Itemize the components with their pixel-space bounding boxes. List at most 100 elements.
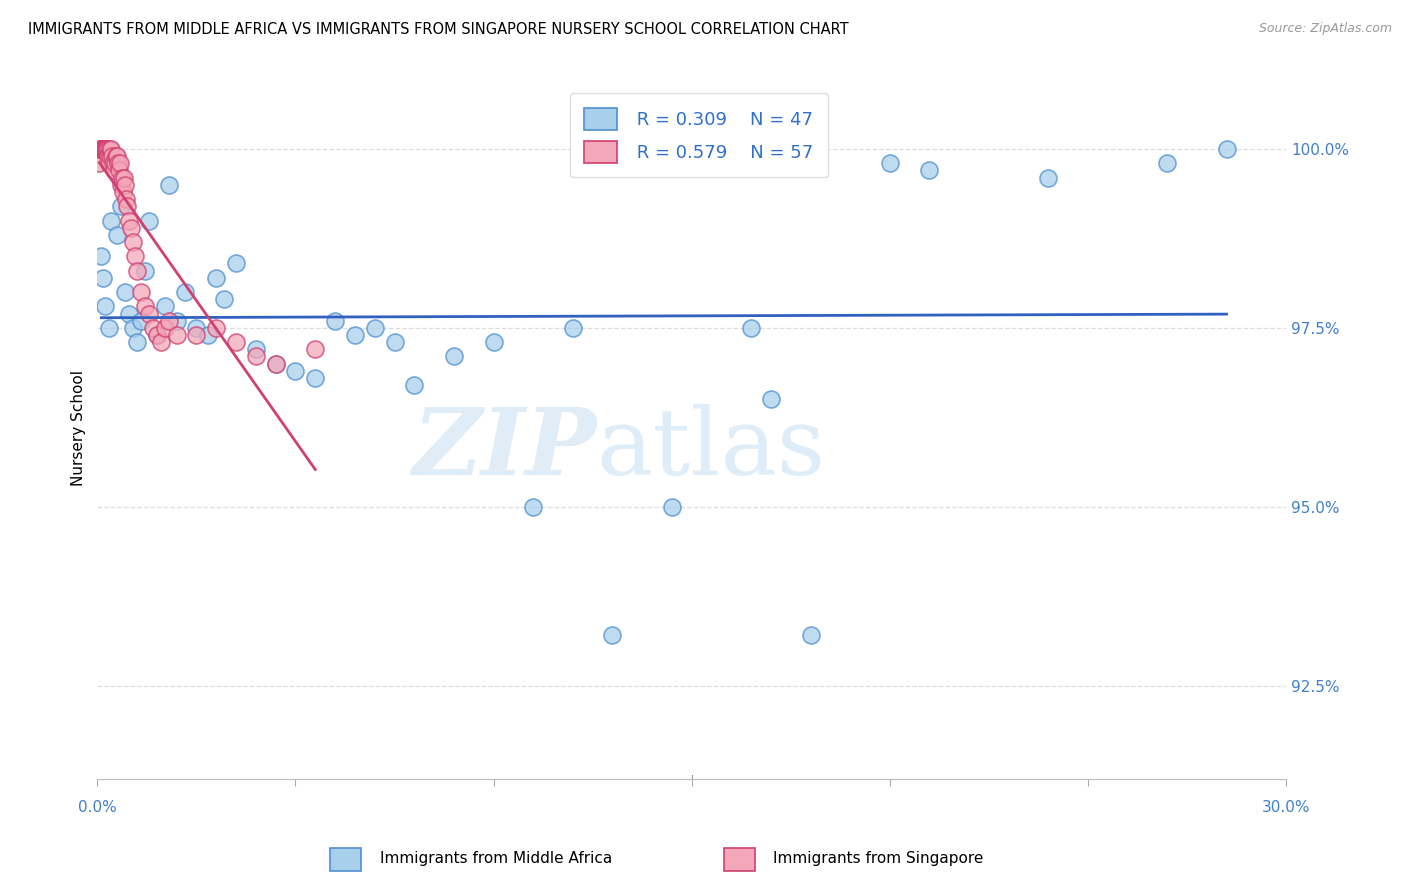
Point — [103, 156, 125, 170]
Point — [384, 335, 406, 350]
Point — [134, 263, 156, 277]
Point — [153, 321, 176, 335]
Point — [90, 249, 112, 263]
Point — [114, 285, 136, 299]
Point — [740, 321, 762, 335]
Point — [112, 185, 135, 199]
Point — [105, 227, 128, 242]
Point — [98, 156, 121, 170]
Point — [122, 235, 145, 249]
Point — [142, 321, 165, 335]
Y-axis label: Nursery School: Nursery School — [72, 370, 86, 486]
Point — [157, 314, 180, 328]
Point — [108, 156, 131, 170]
Point — [100, 142, 122, 156]
Point — [602, 628, 624, 642]
Point — [166, 314, 188, 328]
Point — [104, 156, 127, 170]
Point — [94, 299, 117, 313]
Point — [561, 321, 583, 335]
Point — [149, 335, 172, 350]
Point — [91, 142, 114, 156]
Point — [1156, 156, 1178, 170]
Point — [146, 328, 169, 343]
Point — [197, 328, 219, 343]
Point — [89, 142, 111, 156]
Point — [120, 220, 142, 235]
Point — [93, 142, 115, 156]
Point — [90, 142, 112, 156]
Point — [1038, 170, 1060, 185]
Point — [118, 306, 141, 320]
Point — [97, 142, 120, 156]
Point — [129, 314, 152, 328]
Point — [264, 357, 287, 371]
Point — [186, 321, 208, 335]
Legend:  R = 0.309    N = 47,  R = 0.579    N = 57: R = 0.309 N = 47, R = 0.579 N = 57 — [569, 94, 828, 178]
Point — [94, 142, 117, 156]
Text: Immigrants from Singapore: Immigrants from Singapore — [773, 851, 984, 865]
Point — [304, 371, 326, 385]
Point — [101, 149, 124, 163]
Point — [93, 142, 115, 156]
Point — [110, 178, 132, 192]
Point — [138, 213, 160, 227]
Point — [89, 142, 111, 156]
Point — [225, 335, 247, 350]
Point — [661, 500, 683, 514]
Point — [138, 306, 160, 320]
Point — [245, 350, 267, 364]
Point — [112, 170, 135, 185]
Point — [90, 142, 112, 156]
Text: 30.0%: 30.0% — [1261, 800, 1310, 815]
Point — [245, 343, 267, 357]
Point — [91, 142, 114, 156]
Point — [443, 350, 465, 364]
Point — [98, 149, 121, 163]
Point — [363, 321, 385, 335]
Point — [91, 270, 114, 285]
Point — [96, 142, 118, 156]
Point — [125, 335, 148, 350]
Point — [799, 628, 821, 642]
Point — [89, 156, 111, 170]
Point — [115, 192, 138, 206]
Point — [404, 378, 426, 392]
Point — [264, 357, 287, 371]
Point — [108, 163, 131, 178]
Point — [879, 156, 901, 170]
Point — [115, 199, 138, 213]
Point — [125, 263, 148, 277]
Text: 0.0%: 0.0% — [77, 800, 117, 815]
Point — [146, 328, 169, 343]
Point — [105, 149, 128, 163]
Point — [173, 285, 195, 299]
Point — [343, 328, 366, 343]
Point — [205, 270, 228, 285]
Point — [107, 156, 129, 170]
Point — [98, 321, 121, 335]
Point — [166, 328, 188, 343]
Point — [225, 256, 247, 270]
Point — [522, 500, 544, 514]
Point — [104, 149, 127, 163]
Point — [124, 249, 146, 263]
Point — [157, 178, 180, 192]
Text: Immigrants from Middle Africa: Immigrants from Middle Africa — [380, 851, 612, 865]
Point — [482, 335, 505, 350]
Point — [134, 299, 156, 313]
Point — [110, 199, 132, 213]
Text: IMMIGRANTS FROM MIDDLE AFRICA VS IMMIGRANTS FROM SINGAPORE NURSERY SCHOOL CORREL: IMMIGRANTS FROM MIDDLE AFRICA VS IMMIGRA… — [28, 22, 849, 37]
Text: Source: ZipAtlas.com: Source: ZipAtlas.com — [1258, 22, 1392, 36]
Point — [97, 149, 120, 163]
Point — [153, 299, 176, 313]
Point — [212, 292, 235, 306]
Point — [918, 163, 941, 178]
Point — [100, 213, 122, 227]
Point — [759, 392, 782, 407]
Point — [111, 170, 134, 185]
Text: ZIP: ZIP — [412, 404, 596, 494]
Point — [284, 364, 307, 378]
Point — [122, 321, 145, 335]
Point — [1215, 142, 1237, 156]
